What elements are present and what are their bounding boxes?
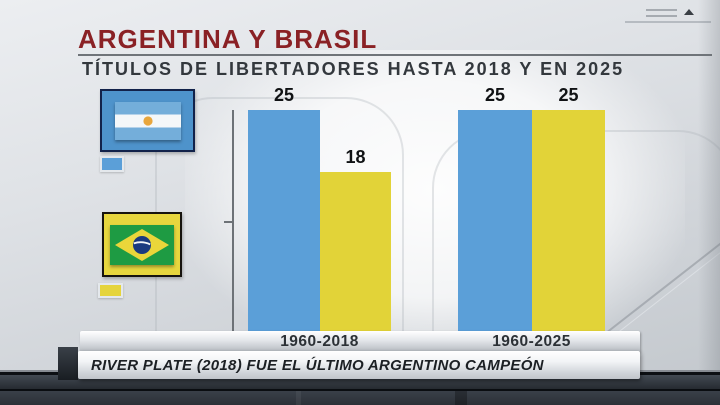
brazil-flag-icon bbox=[102, 212, 182, 277]
decor-top-line-1 bbox=[646, 9, 677, 11]
bar-value-label: 25 bbox=[273, 85, 295, 105]
argentina-flag-icon bbox=[100, 89, 195, 152]
bar-argentina-1960-2025: 25 bbox=[458, 85, 532, 333]
title-divider bbox=[78, 54, 712, 56]
bar-value-label: 25 bbox=[484, 85, 506, 105]
caret-up-icon bbox=[684, 9, 694, 15]
bottom-band-low bbox=[0, 391, 720, 405]
brazil-flag-image bbox=[110, 224, 174, 265]
y-axis-line bbox=[232, 110, 234, 333]
page-subtitle: TÍTULOS DE LIBERTADORES HASTA 2018 Y EN … bbox=[82, 59, 625, 79]
x-axis-label-1: 1960-2018 bbox=[280, 333, 359, 350]
bottom-band-line-2 bbox=[0, 389, 720, 391]
brazil-legend-swatch bbox=[98, 283, 123, 298]
bar-value-label: 18 bbox=[345, 147, 366, 167]
bar-value-label: 25 bbox=[558, 85, 579, 105]
argentina-flag-image bbox=[114, 101, 181, 140]
decor-top-underline bbox=[625, 21, 711, 23]
decor-right-shade bbox=[698, 0, 720, 405]
ticker-text: RIVER PLATE (2018) FUE EL ÚLTIMO ARGENTI… bbox=[91, 357, 544, 374]
page-title: ARGENTINA Y BRASIL bbox=[78, 24, 378, 54]
y-axis-tick bbox=[224, 221, 232, 223]
bar-brasil-1960-2018: 18 bbox=[320, 147, 391, 333]
decor-top-line-2 bbox=[646, 15, 677, 17]
bottom-band-notch-dark bbox=[455, 391, 467, 405]
bar-brasil-1960-2025: 25 bbox=[532, 85, 605, 333]
bar-argentina-1960-2018: 25 bbox=[248, 85, 320, 333]
ticker-bar: RIVER PLATE (2018) FUE EL ÚLTIMO ARGENTI… bbox=[78, 351, 640, 379]
argentina-legend-swatch bbox=[100, 156, 124, 172]
x-axis-label-2: 1960-2025 bbox=[492, 333, 571, 350]
bottom-band-notch-light bbox=[296, 391, 301, 405]
ticker-left-edge bbox=[58, 347, 78, 380]
